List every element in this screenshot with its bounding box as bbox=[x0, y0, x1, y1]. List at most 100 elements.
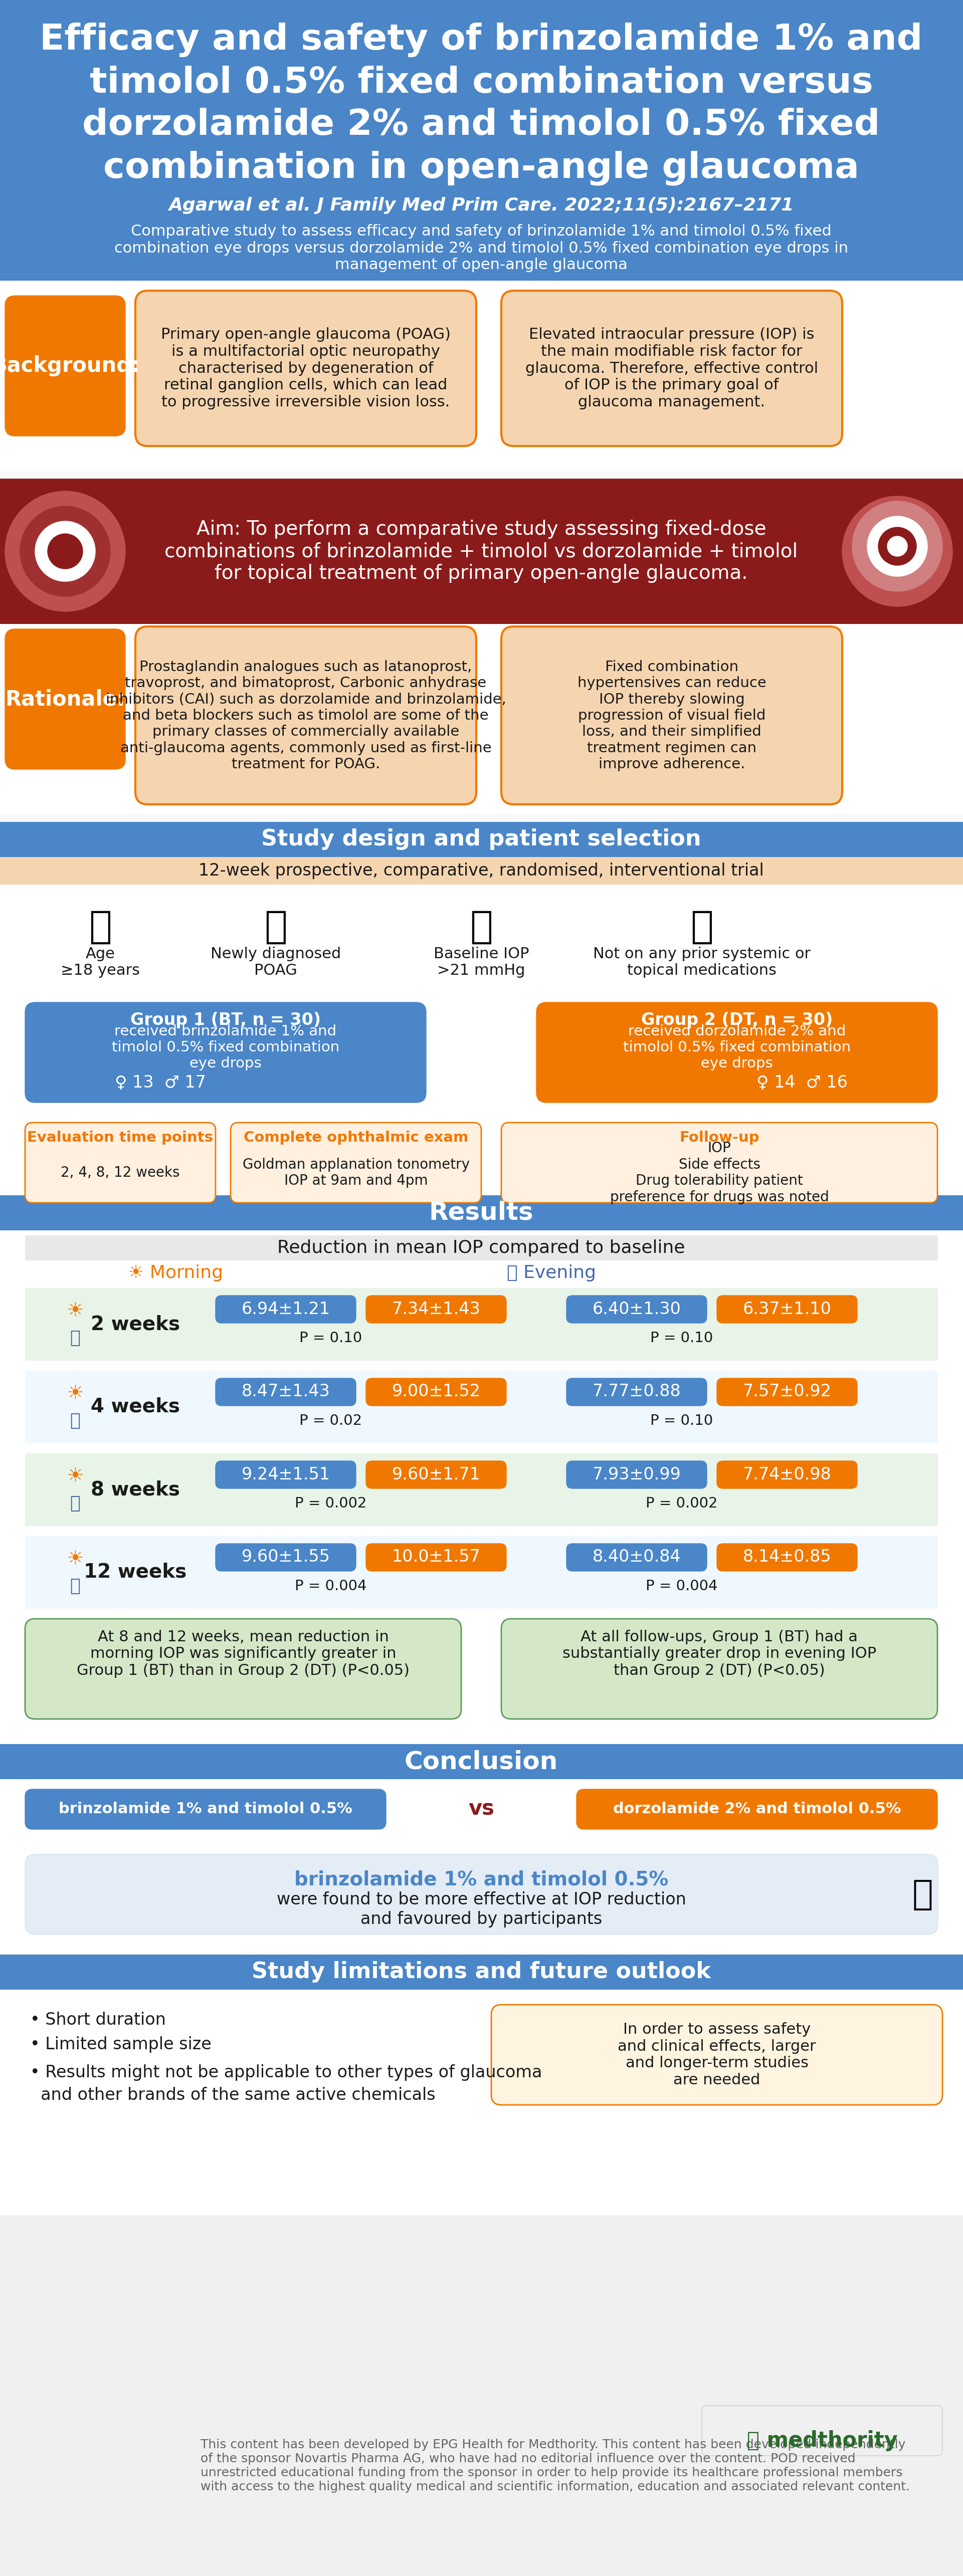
Text: • Limited sample size: • Limited sample size bbox=[30, 2038, 212, 2053]
Text: ☀: ☀ bbox=[66, 1548, 84, 1569]
Text: Background:: Background: bbox=[0, 355, 140, 376]
Text: Group 1 (BT, n = 30): Group 1 (BT, n = 30) bbox=[130, 1012, 321, 1028]
Text: Conclusion: Conclusion bbox=[404, 1749, 558, 1775]
Text: ♀ 13  ♂ 17: ♀ 13 ♂ 17 bbox=[115, 1074, 206, 1090]
Text: 12-week prospective, comparative, randomised, interventional trial: 12-week prospective, comparative, random… bbox=[198, 863, 764, 878]
Text: • Short duration: • Short duration bbox=[30, 2012, 166, 2027]
Text: • Results might not be applicable to other types of glaucoma: • Results might not be applicable to oth… bbox=[30, 2063, 542, 2081]
Text: vs: vs bbox=[468, 1798, 494, 1819]
Circle shape bbox=[887, 536, 907, 556]
Text: Rationale:: Rationale: bbox=[5, 688, 125, 708]
Bar bbox=[0, 858, 963, 884]
Text: 8.14±0.85: 8.14±0.85 bbox=[742, 1548, 831, 1566]
Text: ☀ Morning: ☀ Morning bbox=[128, 1265, 223, 1280]
FancyBboxPatch shape bbox=[536, 1002, 937, 1103]
Text: 2 weeks: 2 weeks bbox=[91, 1314, 180, 1334]
Text: Evaluation time points: Evaluation time points bbox=[27, 1131, 213, 1144]
Circle shape bbox=[852, 502, 943, 592]
Bar bbox=[0, 1231, 963, 1793]
Bar bbox=[0, 884, 963, 1195]
Text: Results: Results bbox=[429, 1200, 534, 1224]
Text: ☀: ☀ bbox=[66, 1383, 84, 1404]
FancyBboxPatch shape bbox=[566, 1461, 707, 1489]
FancyBboxPatch shape bbox=[25, 1618, 461, 1718]
Text: 7.34±1.43: 7.34±1.43 bbox=[392, 1301, 481, 1316]
Bar bbox=[0, 479, 963, 623]
Bar bbox=[25, 1236, 938, 1260]
Text: Study limitations and future outlook: Study limitations and future outlook bbox=[251, 1960, 711, 1984]
FancyBboxPatch shape bbox=[230, 1123, 482, 1203]
Text: 10.0±1.57: 10.0±1.57 bbox=[392, 1548, 481, 1566]
FancyBboxPatch shape bbox=[136, 291, 477, 446]
Text: 🌙 Evening: 🌙 Evening bbox=[507, 1265, 596, 1280]
FancyBboxPatch shape bbox=[502, 291, 843, 446]
Text: received dorzolamide 2% and
timolol 0.5% fixed combination
eye drops: received dorzolamide 2% and timolol 0.5%… bbox=[623, 1025, 850, 1072]
Circle shape bbox=[47, 533, 83, 569]
Text: brinzolamide 1% and timolol 0.5%: brinzolamide 1% and timolol 0.5% bbox=[59, 1803, 352, 1816]
Text: timolol 0.5% fixed combination versus: timolol 0.5% fixed combination versus bbox=[90, 64, 872, 100]
Text: Follow-up: Follow-up bbox=[679, 1131, 760, 1144]
Bar bbox=[25, 1370, 938, 1443]
Circle shape bbox=[857, 510, 937, 592]
Circle shape bbox=[5, 492, 125, 611]
Circle shape bbox=[35, 520, 95, 582]
FancyBboxPatch shape bbox=[566, 1378, 707, 1406]
Circle shape bbox=[878, 528, 917, 564]
Text: P = 0.004: P = 0.004 bbox=[295, 1579, 367, 1592]
Text: 6.37±1.10: 6.37±1.10 bbox=[742, 1301, 831, 1316]
Text: Fixed combination
hypertensives can reduce
IOP thereby slowing
progression of vi: Fixed combination hypertensives can redu… bbox=[577, 659, 767, 770]
Text: 6.94±1.21: 6.94±1.21 bbox=[242, 1301, 330, 1316]
Text: P = 0.10: P = 0.10 bbox=[299, 1332, 362, 1345]
Text: 💊: 💊 bbox=[470, 909, 493, 945]
Text: Group 2 (DT, n = 30): Group 2 (DT, n = 30) bbox=[641, 1012, 833, 1028]
FancyBboxPatch shape bbox=[25, 1002, 426, 1103]
Circle shape bbox=[868, 515, 927, 577]
Text: P = 0.002: P = 0.002 bbox=[646, 1497, 717, 1510]
Bar bbox=[0, 1744, 963, 1780]
Text: dorzolamide 2% and timolol 0.5% fixed: dorzolamide 2% and timolol 0.5% fixed bbox=[83, 108, 880, 142]
Text: Baseline IOP
>21 mmHg: Baseline IOP >21 mmHg bbox=[433, 945, 529, 979]
Text: P = 0.10: P = 0.10 bbox=[650, 1414, 714, 1427]
FancyBboxPatch shape bbox=[502, 1123, 937, 1203]
FancyBboxPatch shape bbox=[216, 1461, 356, 1489]
Text: In order to assess safety
and clinical effects, larger
and longer-term studies
a: In order to assess safety and clinical e… bbox=[617, 2022, 816, 2087]
FancyBboxPatch shape bbox=[216, 1296, 356, 1324]
Text: 🌙: 🌙 bbox=[70, 1412, 81, 1430]
Text: Agarwal et al. J Family Med Prim Care. 2022;11(5):2167–2171: Agarwal et al. J Family Med Prim Care. 2… bbox=[169, 196, 794, 214]
FancyBboxPatch shape bbox=[716, 1461, 857, 1489]
FancyBboxPatch shape bbox=[502, 626, 843, 804]
Bar bbox=[0, 0, 963, 281]
Text: Complete ophthalmic exam: Complete ophthalmic exam bbox=[244, 1131, 468, 1144]
Text: 🌙: 🌙 bbox=[70, 1329, 81, 1347]
Bar bbox=[0, 623, 963, 814]
Circle shape bbox=[881, 536, 913, 567]
Text: 🌿 medthority: 🌿 medthority bbox=[746, 2429, 898, 2452]
Text: Newly diagnosed
POAG: Newly diagnosed POAG bbox=[211, 945, 341, 979]
Text: 2, 4, 8, 12 weeks: 2, 4, 8, 12 weeks bbox=[61, 1167, 180, 1180]
Text: P = 0.002: P = 0.002 bbox=[295, 1497, 367, 1510]
Text: 👁: 👁 bbox=[264, 909, 287, 945]
Text: 6.40±1.30: 6.40±1.30 bbox=[592, 1301, 681, 1316]
Bar bbox=[25, 1535, 938, 1610]
FancyBboxPatch shape bbox=[366, 1543, 507, 1571]
Text: Primary open-angle glaucoma (POAG)
is a multifactorial optic neuropathy
characte: Primary open-angle glaucoma (POAG) is a … bbox=[161, 327, 451, 410]
Text: P = 0.004: P = 0.004 bbox=[646, 1579, 717, 1592]
Bar bbox=[0, 1195, 963, 1231]
Text: 💉: 💉 bbox=[690, 909, 714, 945]
Text: were found to be more effective at IOP reduction
and favoured by participants: were found to be more effective at IOP r… bbox=[276, 1891, 686, 1927]
Text: P = 0.10: P = 0.10 bbox=[650, 1332, 714, 1345]
Text: Efficacy and safety of brinzolamide 1% and: Efficacy and safety of brinzolamide 1% a… bbox=[39, 23, 923, 57]
Text: 7.93±0.99: 7.93±0.99 bbox=[592, 1466, 681, 1484]
Text: 7.74±0.98: 7.74±0.98 bbox=[742, 1466, 831, 1484]
Circle shape bbox=[843, 497, 952, 605]
Text: 7.77±0.88: 7.77±0.88 bbox=[592, 1383, 681, 1399]
FancyBboxPatch shape bbox=[136, 626, 477, 804]
Text: This content has been developed by EPG Health for Medthority. This content has b: This content has been developed by EPG H… bbox=[200, 2439, 910, 2494]
FancyBboxPatch shape bbox=[716, 1296, 857, 1324]
Text: At 8 and 12 weeks, mean reduction in
morning IOP was significantly greater in
Gr: At 8 and 12 weeks, mean reduction in mor… bbox=[77, 1631, 409, 1677]
Bar bbox=[0, 1989, 963, 2215]
Text: 7.57±0.92: 7.57±0.92 bbox=[742, 1383, 831, 1399]
Text: IOP
Side effects
Drug tolerability patient
preference for drugs was noted: IOP Side effects Drug tolerability patie… bbox=[610, 1141, 829, 1203]
Text: 🌙: 🌙 bbox=[70, 1577, 81, 1595]
FancyBboxPatch shape bbox=[216, 1543, 356, 1571]
